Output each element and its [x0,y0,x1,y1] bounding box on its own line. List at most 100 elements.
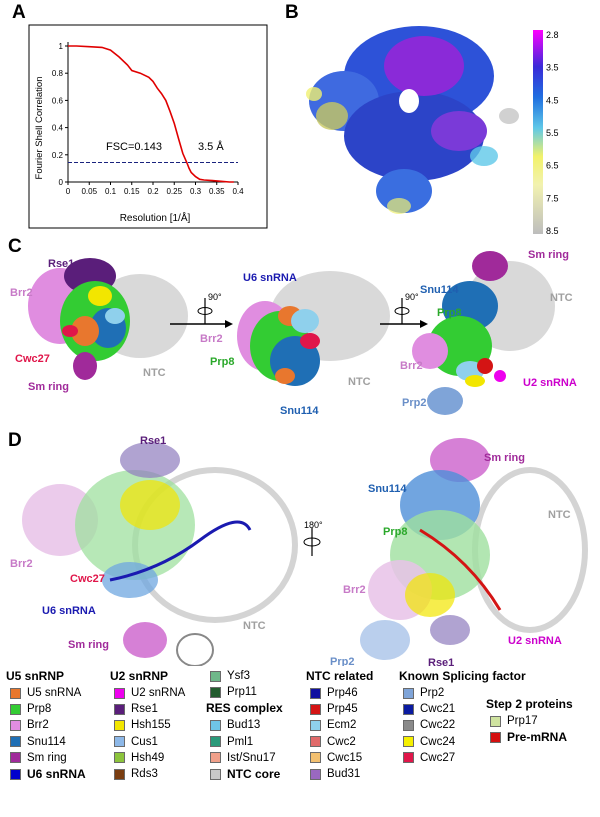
x-axis-label: Resolution [1/Å] [120,211,191,224]
arrow-right-icon-1 [170,320,233,328]
legend-item: Hsh49 [110,750,185,766]
legend-step2-items: Prp17 Pre-mRNA [486,713,573,745]
label-ntc-left: NTC [243,620,266,632]
label-snu114-mid: Snu114 [280,405,319,417]
legend-item: Hsh155 [110,717,185,733]
legend-item: Brr2 [6,717,86,733]
legend-ntc: NTC related Prp46 Prp45 Ecm2 Cwc2 Cwc15 Bud31 [306,668,373,782]
label-u2: U2 snRNA [508,635,562,647]
resolution-colorbar [533,30,543,234]
fsc-chart: Fourier Shell Correlation Resolution [1/… [28,24,268,229]
legend-swatch [403,703,414,715]
legend-swatch [114,687,125,699]
panel-letter-b: B [285,2,299,23]
legend-label: Hsh155 [131,719,171,732]
legend-item: Rse1 [110,701,185,717]
label-u2: U2 snRNA [523,377,577,389]
legend-res-top-items: Ysf3 Prp11 [206,668,283,700]
label-brr2-right: Brr2 [400,360,423,372]
legend-known: Known Splicing factor Prp2 Cwc21 Cwc22 Cwc2… [399,668,526,766]
legend-item: Pml1 [206,734,283,750]
colorbar-tick-label: 8.5 [546,226,559,236]
label-brr2-mid: Brr2 [200,333,223,345]
legend-item: Cwc27 [399,750,526,766]
legend-label: Ecm2 [327,719,357,732]
label-ntc-mid: NTC [348,376,371,388]
legend-swatch [210,719,221,731]
legend-swatch [114,752,125,764]
x-tick-label: 0.05 [81,187,97,196]
legend-swatch [310,768,321,780]
label-smring-right: Sm ring [484,452,525,464]
legend-swatch [310,687,321,699]
legend-u2-items: U2 snRNA Rse1 Hsh155 Cus1 Hsh49 Rds3 [110,685,185,782]
rotation-label-d: 180° [304,520,323,530]
legend-swatch [210,736,221,748]
label-brr2-right: Brr2 [343,584,366,596]
legend-swatch [490,715,501,727]
legend-item: U2 snRNA [110,685,185,701]
legend-label: Prp8 [27,703,52,716]
legend-label: Prp45 [327,703,358,716]
label-prp8-right: Prp8 [437,307,461,319]
colorbar-tick-label: 6.5 [546,161,559,171]
map-left [28,258,188,380]
x-tick-label: 0 [66,187,71,196]
label-brr2-left: Brr2 [10,287,33,299]
legend-swatch [210,686,221,698]
label-prp8-mid: Prp8 [210,356,234,368]
chart-frame [28,24,268,229]
label-prp8: Prp8 [383,526,407,538]
colorbar-tick-label: 7.5 [546,193,559,203]
legend-label: Cwc22 [420,719,456,732]
legend-swatch [10,719,21,731]
panel-d-models: 180° Rse1 Brr2 Cwc27 U6 snRNA Sm ring NT… [10,435,588,666]
legend-label: Bud13 [227,719,261,732]
colorbar-ticks: 2.8 3.5 4.5 5.5 6.5 7.5 8.5 [546,30,559,236]
map-middle [237,271,390,386]
colorbar-tick-label: 3.5 [546,63,559,73]
legend-swatch [403,736,414,748]
y-tick-label: 0.6 [52,96,64,105]
legend-swatch [403,687,414,699]
label-prp2: Prp2 [330,656,354,666]
label-cwc27: Cwc27 [15,353,50,365]
legend-u5-title: U5 snRNP [6,669,65,683]
legend-label: Pml1 [227,735,254,748]
x-tick-label: 0.4 [232,187,244,196]
label-smring-right: Sm ring [528,249,569,261]
legend-label: NTC core [227,766,281,781]
resolution-label: 3.5 Å [198,140,224,153]
legend-swatch [210,670,221,682]
legend-label: U2 snRNA [131,687,186,699]
legend-swatch [10,736,21,748]
legend-label: Prp46 [327,687,358,699]
legend-res-items: Bud13 Pml1 Ist/Snu17 NTC core [206,717,283,782]
panel-letter-a: A [12,2,26,23]
colorbar-tick-label: 2.8 [546,30,559,40]
legend-label: Prp11 [227,686,257,699]
rotation-90-icon-2 [394,298,410,324]
fsc-curve [68,45,234,183]
legend-label: Cwc21 [420,703,456,716]
legend-res: Ysf3 Prp11 RES complex Bud13 Pml1 Ist/Snu17… [206,668,283,782]
fsc-threshold-label: FSC=0.143 [106,141,162,153]
label-snu114: Snu114 [368,483,407,495]
legend-label: Cwc15 [327,751,363,764]
model-right [360,438,588,660]
arrow-right-icon-2 [380,320,428,328]
legend-swatch [10,703,21,715]
legend-label: Prp2 [420,687,445,699]
model-left [22,442,298,666]
legend-item: Ist/Snu17 [206,750,283,766]
fsc-ticks: 0 0.05 0.1 0.15 0.2 0.25 0.3 0.35 0.4 0 0.2 0.4 0.6 0… [52,42,244,196]
legend-label: Cus1 [131,735,158,748]
label-rse1-left: Rse1 [140,435,166,447]
x-tick-label: 0.2 [147,187,159,196]
legend-known-items: Prp2 Cwc21 Cwc22 Cwc24 Cwc27 [399,685,526,766]
y-axis-label: Fourier Shell Correlation [34,77,45,180]
legend-label: Prp17 [507,715,538,727]
x-tick-label: 0.15 [124,187,140,196]
legend-ntc-items: Prp46 Prp45 Ecm2 Cwc2 Cwc15 Bud31 [306,685,373,782]
legend-item: Rds3 [110,766,185,782]
